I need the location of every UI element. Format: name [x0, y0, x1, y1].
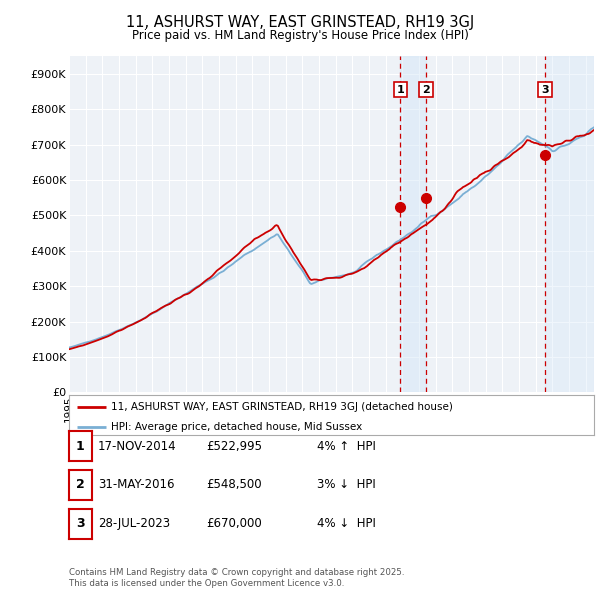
- Bar: [545, 56, 594, 392]
- Text: £522,995: £522,995: [206, 440, 262, 453]
- Text: 28-JUL-2023: 28-JUL-2023: [98, 517, 170, 530]
- Text: £548,500: £548,500: [206, 478, 262, 491]
- Text: 3% ↓  HPI: 3% ↓ HPI: [317, 478, 376, 491]
- Text: Price paid vs. HM Land Registry's House Price Index (HPI): Price paid vs. HM Land Registry's House …: [131, 30, 469, 42]
- Text: 4% ↑  HPI: 4% ↑ HPI: [317, 440, 376, 453]
- Text: 2: 2: [76, 478, 85, 491]
- Text: 2: 2: [422, 85, 430, 94]
- Bar: [400, 56, 426, 392]
- Text: 3: 3: [76, 517, 85, 530]
- Text: 1: 1: [397, 85, 404, 94]
- Text: £670,000: £670,000: [206, 517, 262, 530]
- Text: HPI: Average price, detached house, Mid Sussex: HPI: Average price, detached house, Mid …: [111, 422, 362, 432]
- Text: 4% ↓  HPI: 4% ↓ HPI: [317, 517, 376, 530]
- Text: 1: 1: [76, 440, 85, 453]
- Text: 3: 3: [541, 85, 549, 94]
- Text: 31-MAY-2016: 31-MAY-2016: [98, 478, 175, 491]
- Text: 11, ASHURST WAY, EAST GRINSTEAD, RH19 3GJ (detached house): 11, ASHURST WAY, EAST GRINSTEAD, RH19 3G…: [111, 402, 453, 412]
- Text: Contains HM Land Registry data © Crown copyright and database right 2025.
This d: Contains HM Land Registry data © Crown c…: [69, 568, 404, 588]
- Text: 11, ASHURST WAY, EAST GRINSTEAD, RH19 3GJ: 11, ASHURST WAY, EAST GRINSTEAD, RH19 3G…: [126, 15, 474, 30]
- Text: 17-NOV-2014: 17-NOV-2014: [98, 440, 176, 453]
